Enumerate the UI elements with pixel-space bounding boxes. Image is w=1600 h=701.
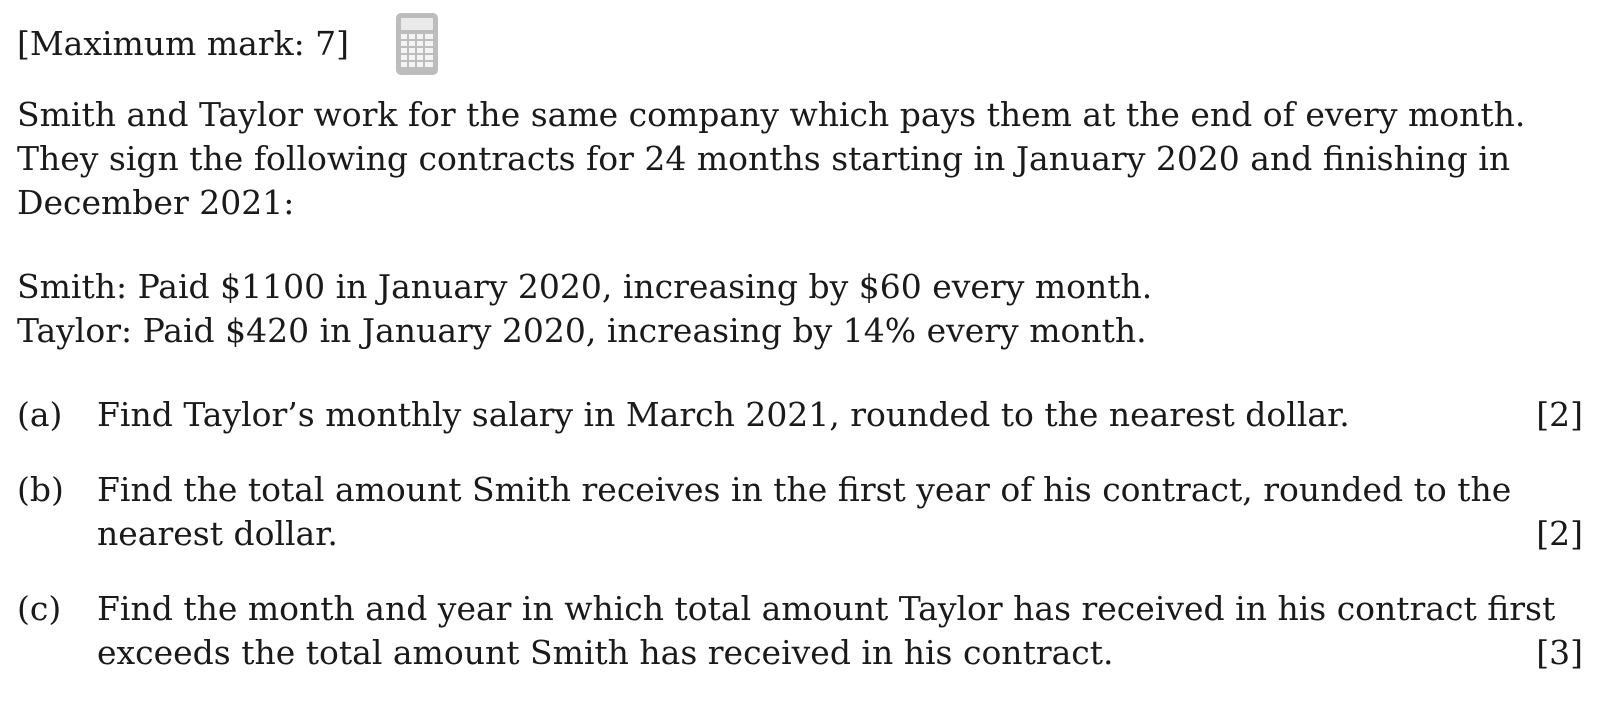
question-header: [Maximum mark: 7] <box>17 13 439 76</box>
part-text: Find Taylor’s monthly salary in March 20… <box>97 395 1350 434</box>
question-part-a: (a) Find Taylor’s monthly salary in Marc… <box>17 393 1583 437</box>
calculator-icon <box>396 13 439 75</box>
part-label: (c) <box>17 589 62 628</box>
part-text-line: exceeds the total amount Smith has recei… <box>97 633 1114 672</box>
intro-line: They sign the following contracts for 24… <box>17 139 1511 178</box>
part-text-line: nearest dollar. <box>97 514 338 553</box>
taylor-contract: Taylor: Paid $420 in January 2020, incre… <box>17 311 1147 350</box>
part-marks: [2] <box>1536 514 1583 553</box>
part-label: (a) <box>17 395 63 434</box>
part-text-line: Find the month and year in which total a… <box>97 589 1556 628</box>
intro-line: December 2021: <box>17 183 295 222</box>
maximum-mark: [Maximum mark: 7] <box>17 24 350 63</box>
question-part-c: (c) Find the month and year in which tot… <box>17 587 1583 675</box>
question-part-b: (b) Find the total amount Smith receives… <box>17 468 1583 556</box>
part-text-line: Find the total amount Smith receives in … <box>97 470 1512 509</box>
part-text: Find the month and year in which total a… <box>97 587 1555 675</box>
intro-paragraph: Smith and Taylor work for the same compa… <box>17 93 1525 225</box>
part-marks: [2] <box>1536 395 1583 434</box>
part-marks: [3] <box>1536 633 1583 672</box>
smith-contract: Smith: Paid $1100 in January 2020, incre… <box>17 267 1153 306</box>
part-text: Find the total amount Smith receives in … <box>97 468 1511 556</box>
contracts-block: Smith: Paid $1100 in January 2020, incre… <box>17 265 1152 353</box>
part-label: (b) <box>17 470 64 509</box>
intro-line: Smith and Taylor work for the same compa… <box>17 95 1526 134</box>
